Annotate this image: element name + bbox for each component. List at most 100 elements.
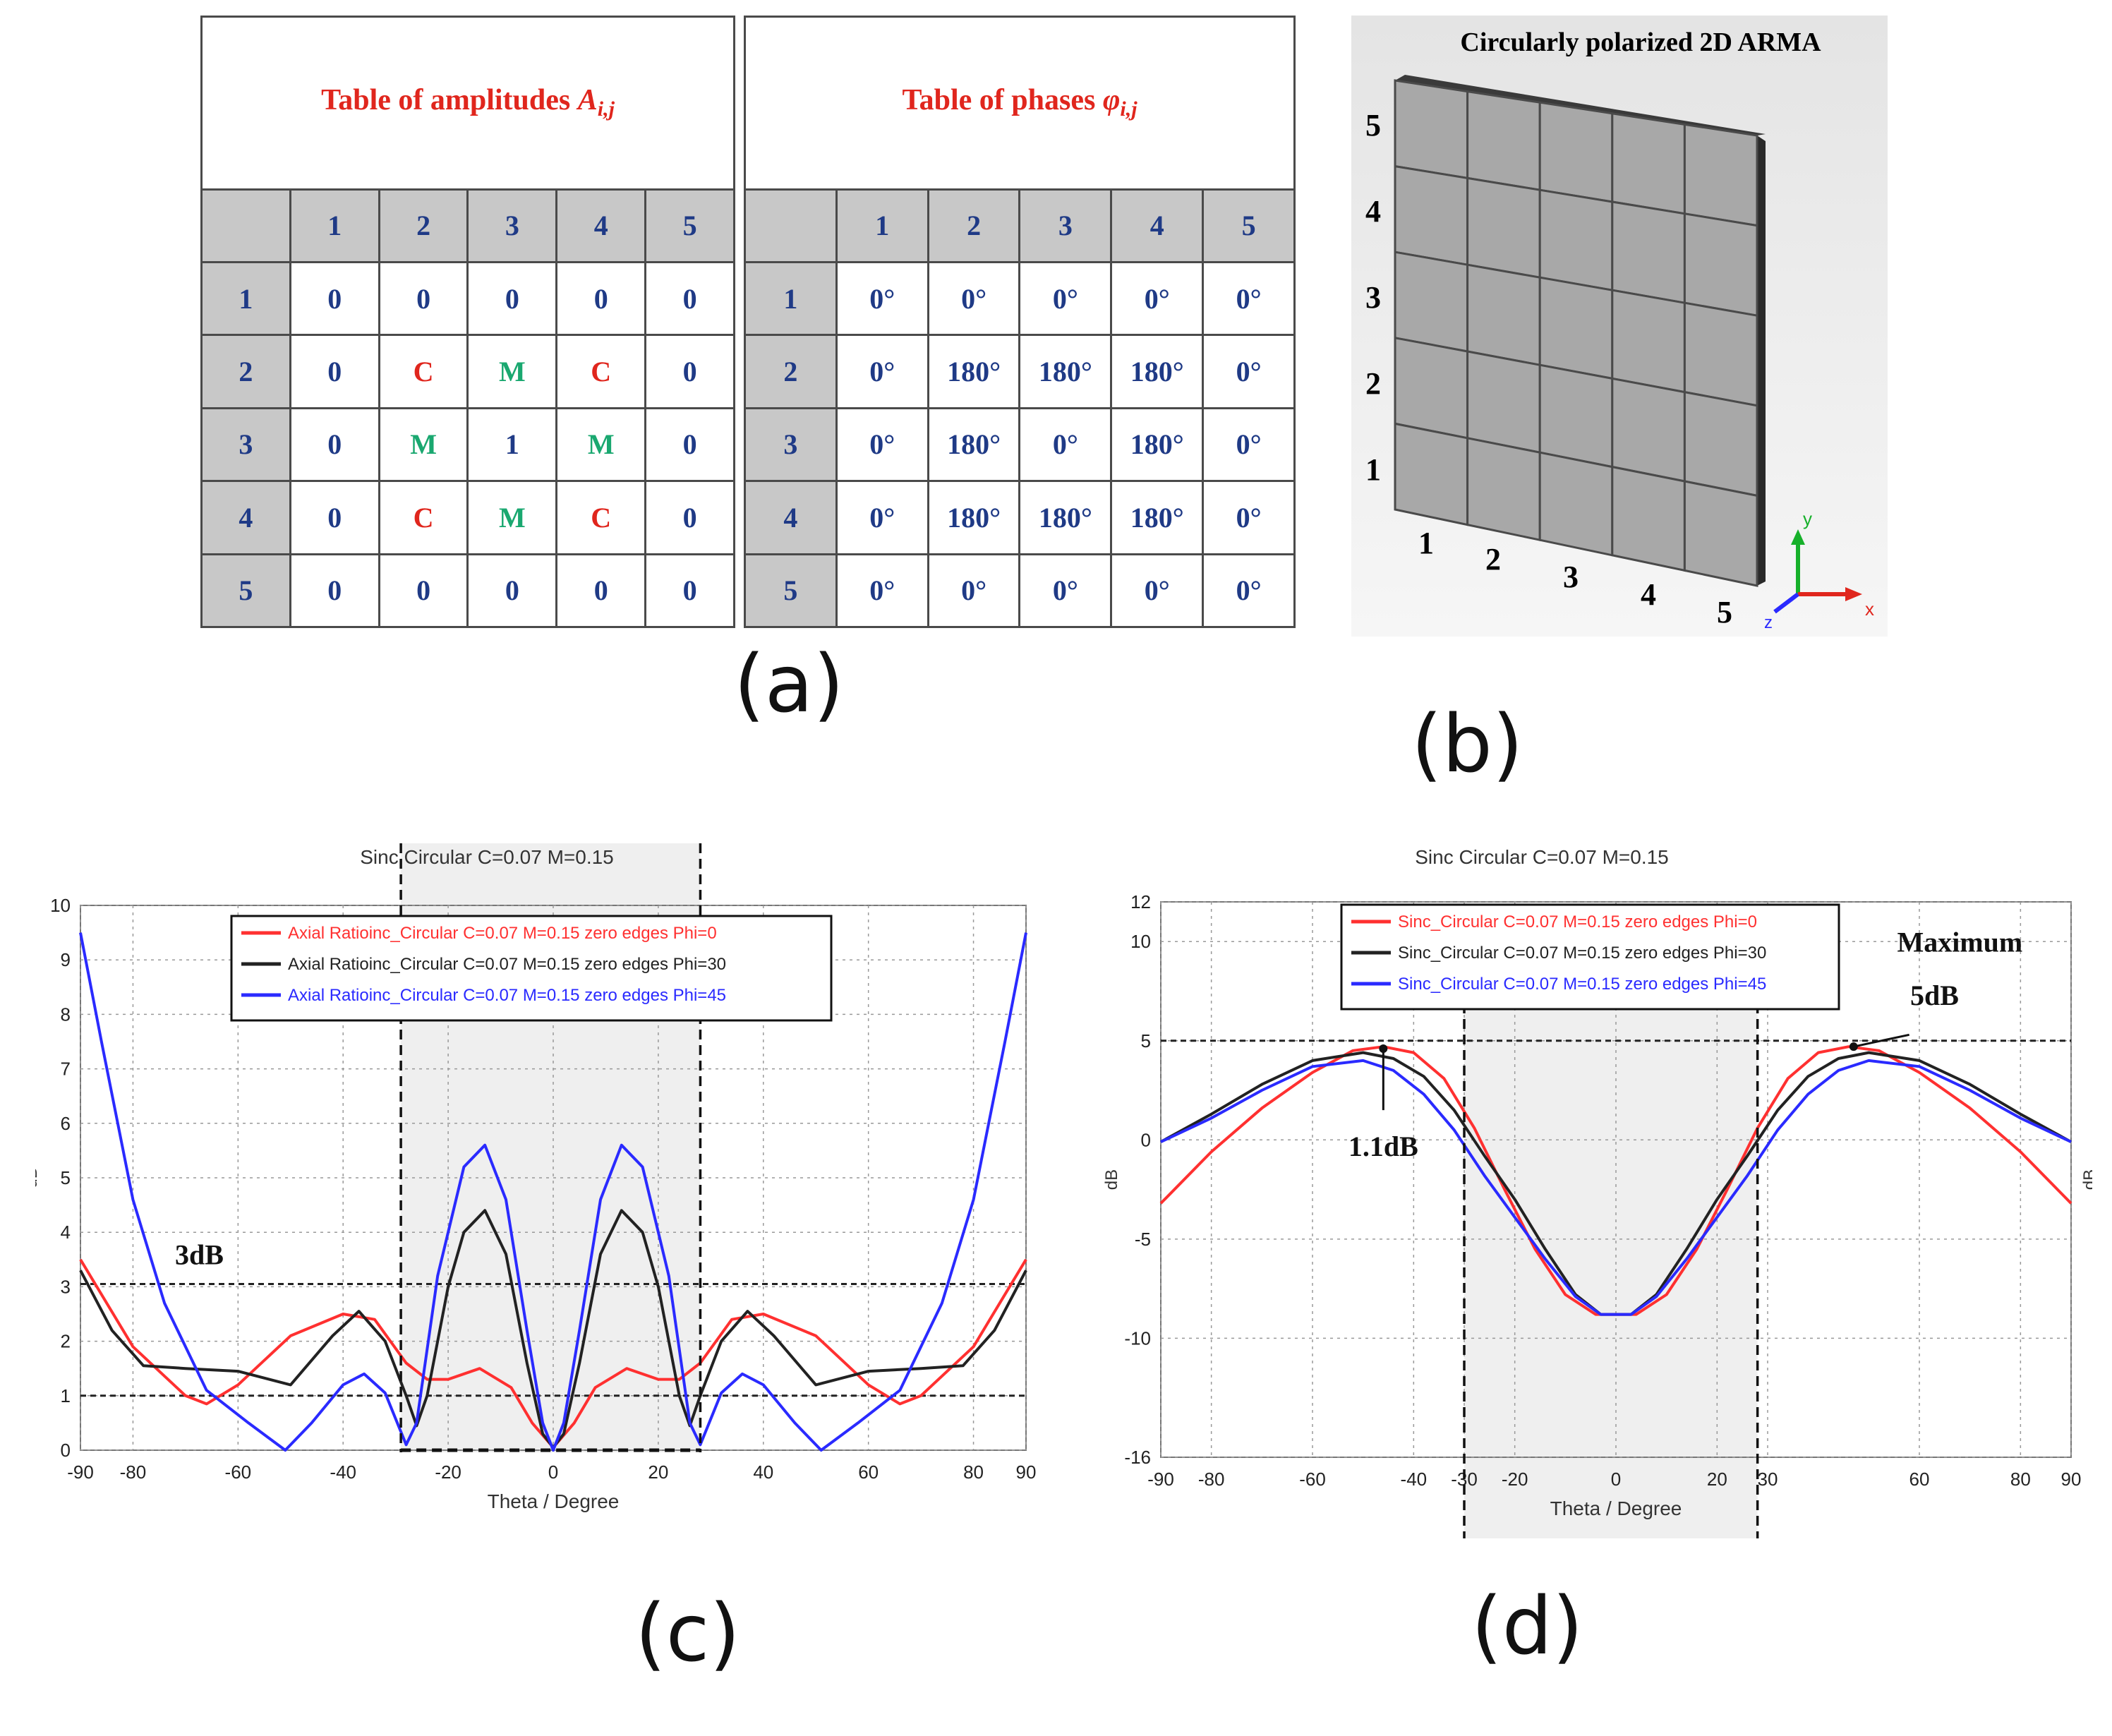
x-axis-label: Theta / Degree xyxy=(488,1490,620,1512)
x-tick-label: 0 xyxy=(1611,1469,1621,1490)
phase-row-header: 3 xyxy=(745,408,837,481)
amplitude-cell: 0 xyxy=(290,262,379,334)
array-element-tile xyxy=(1395,80,1468,178)
amplitude-cell: C xyxy=(557,481,646,554)
y-tick-label: 1 xyxy=(61,1385,71,1406)
reference-line-label: 3dB xyxy=(175,1239,224,1271)
phase-col-header: 4 xyxy=(1111,189,1203,262)
array-element-tile xyxy=(1612,290,1685,392)
amplitude-cell: 0 xyxy=(557,262,646,334)
array-element-tile xyxy=(1684,214,1757,315)
array-element-tile xyxy=(1612,202,1685,303)
amplitude-col-header: 3 xyxy=(468,189,557,262)
amplitude-row-header: 4 xyxy=(202,481,291,554)
amplitude-cell: 0 xyxy=(379,262,468,334)
array-element-tile xyxy=(1395,167,1468,265)
panel-b-title: Circularly polarized 2D ARMA xyxy=(1460,28,1821,57)
phase-cell: 0° xyxy=(1020,408,1111,481)
x-tick-label: 30 xyxy=(1758,1469,1778,1490)
x-axis-letter: x xyxy=(1865,598,1874,620)
phase-row-header: 1 xyxy=(745,262,837,334)
annotation-text: 5dB xyxy=(1910,979,1959,1011)
amplitude-cell: 0 xyxy=(646,554,735,627)
array-col-label: 4 xyxy=(1641,577,1656,612)
amplitude-cell: M xyxy=(557,408,646,481)
amplitude-cell: M xyxy=(468,335,557,408)
panel-c-label: (c) xyxy=(635,1588,740,1680)
phase-row-header: 5 xyxy=(745,554,837,627)
array-element-tile xyxy=(1684,481,1757,586)
annotation-arrow-head xyxy=(1849,1042,1858,1051)
x-tick-label: 80 xyxy=(2010,1469,2031,1490)
x-tick-label: 60 xyxy=(858,1461,879,1483)
array-element-tile xyxy=(1540,190,1612,290)
annotation-text: Maximum xyxy=(1897,926,2022,958)
y-axis-label-left: dB xyxy=(35,1167,41,1188)
y-tick-label: 12 xyxy=(1130,891,1151,912)
array-element-tile xyxy=(1612,114,1685,214)
amplitude-cell: 0 xyxy=(646,262,735,334)
y-tick-label: 0 xyxy=(61,1440,71,1461)
y-tick-label: 3 xyxy=(61,1276,71,1297)
legend-entry: Sinc_Circular C=0.07 M=0.15 zero edges P… xyxy=(1398,975,1766,994)
array-element-tile xyxy=(1612,378,1685,481)
amplitude-cell: 0 xyxy=(646,481,735,554)
phase-cell: 180° xyxy=(1020,335,1111,408)
phase-col-header: 2 xyxy=(928,189,1020,262)
amplitude-col-header: 5 xyxy=(646,189,735,262)
amplitude-cell: M xyxy=(468,481,557,554)
phase-cell: 0° xyxy=(1111,262,1203,334)
amplitude-cell: 0 xyxy=(290,481,379,554)
annotation-text: 1.1dB xyxy=(1348,1131,1418,1162)
y-axis-label-left: dB xyxy=(1102,1169,1121,1190)
array-element-tile xyxy=(1395,252,1468,351)
phase-cell: 0° xyxy=(836,262,928,334)
array-row-label: 3 xyxy=(1365,280,1381,315)
array-element-tile xyxy=(1540,452,1612,555)
phase-table: Table of phases φi,j 1 2 3 4 5 1 0° 0° 0° 0° 0° 2 0°… xyxy=(744,16,1296,628)
x-tick-label: 40 xyxy=(753,1461,773,1483)
array-row-label: 2 xyxy=(1365,366,1381,401)
arma-element-grid xyxy=(1395,75,1766,586)
amplitude-cell: 0 xyxy=(290,335,379,408)
phase-cell: 0° xyxy=(836,335,928,408)
y-tick-label: 9 xyxy=(61,949,71,970)
amplitude-col-header: 2 xyxy=(379,189,468,262)
amplitude-cell: C xyxy=(379,481,468,554)
amplitude-row-header: 3 xyxy=(202,408,291,481)
array-col-label: 1 xyxy=(1418,526,1434,560)
x-tick-label: 0 xyxy=(548,1461,558,1483)
amplitude-cell: 0 xyxy=(468,262,557,334)
x-tick-label: 60 xyxy=(1909,1469,1930,1490)
x-tick-label: 20 xyxy=(648,1461,668,1483)
gain-chart: -90 -80 -60 -40 -30 -20 0 20 30 60 80 90-16-10-5051… xyxy=(1090,833,2092,1560)
phase-cell: 0° xyxy=(1020,262,1111,334)
amplitude-col-header: 1 xyxy=(290,189,379,262)
phase-col-header: 1 xyxy=(836,189,928,262)
amplitude-row-header: 1 xyxy=(202,262,291,334)
phase-cell: 0° xyxy=(1203,262,1295,334)
amplitude-cell: 0 xyxy=(557,554,646,627)
y-tick-label: 0 xyxy=(1141,1129,1151,1150)
phase-cell: 0° xyxy=(928,554,1020,627)
amplitude-cell: 0 xyxy=(290,554,379,627)
phase-row-header: 4 xyxy=(745,481,837,554)
legend-entry: Axial Ratioinc_Circular C=0.07 M=0.15 ze… xyxy=(288,955,726,974)
phase-cell: 0° xyxy=(836,554,928,627)
array-element-tile xyxy=(1468,178,1540,277)
panel-b-label: (b) xyxy=(1411,699,1523,790)
y-tick-label: -10 xyxy=(1124,1327,1151,1349)
y-tick-label: 5 xyxy=(61,1167,71,1188)
x-tick-label: -60 xyxy=(225,1461,252,1483)
arma-array-panel: Circularly polarized 2D ARMA 5 4 3 2 1 1 2 3 45 … xyxy=(1351,16,1888,637)
x-tick-label: 20 xyxy=(1707,1469,1727,1490)
array-element-tile xyxy=(1684,124,1757,225)
y-tick-label: 5 xyxy=(1141,1030,1151,1051)
phase-table-title: Table of phases φi,j xyxy=(745,17,1295,190)
legend-entry: Sinc_Circular C=0.07 M=0.15 zero edges P… xyxy=(1398,944,1766,963)
x-axis-label: Theta / Degree xyxy=(1550,1497,1682,1519)
chart-title: Sinc Circular C=0.07 M=0.15 xyxy=(360,846,614,868)
x-tick-label: -60 xyxy=(1299,1469,1326,1490)
y-tick-label: 2 xyxy=(61,1331,71,1352)
phase-cell: 0° xyxy=(1203,335,1295,408)
